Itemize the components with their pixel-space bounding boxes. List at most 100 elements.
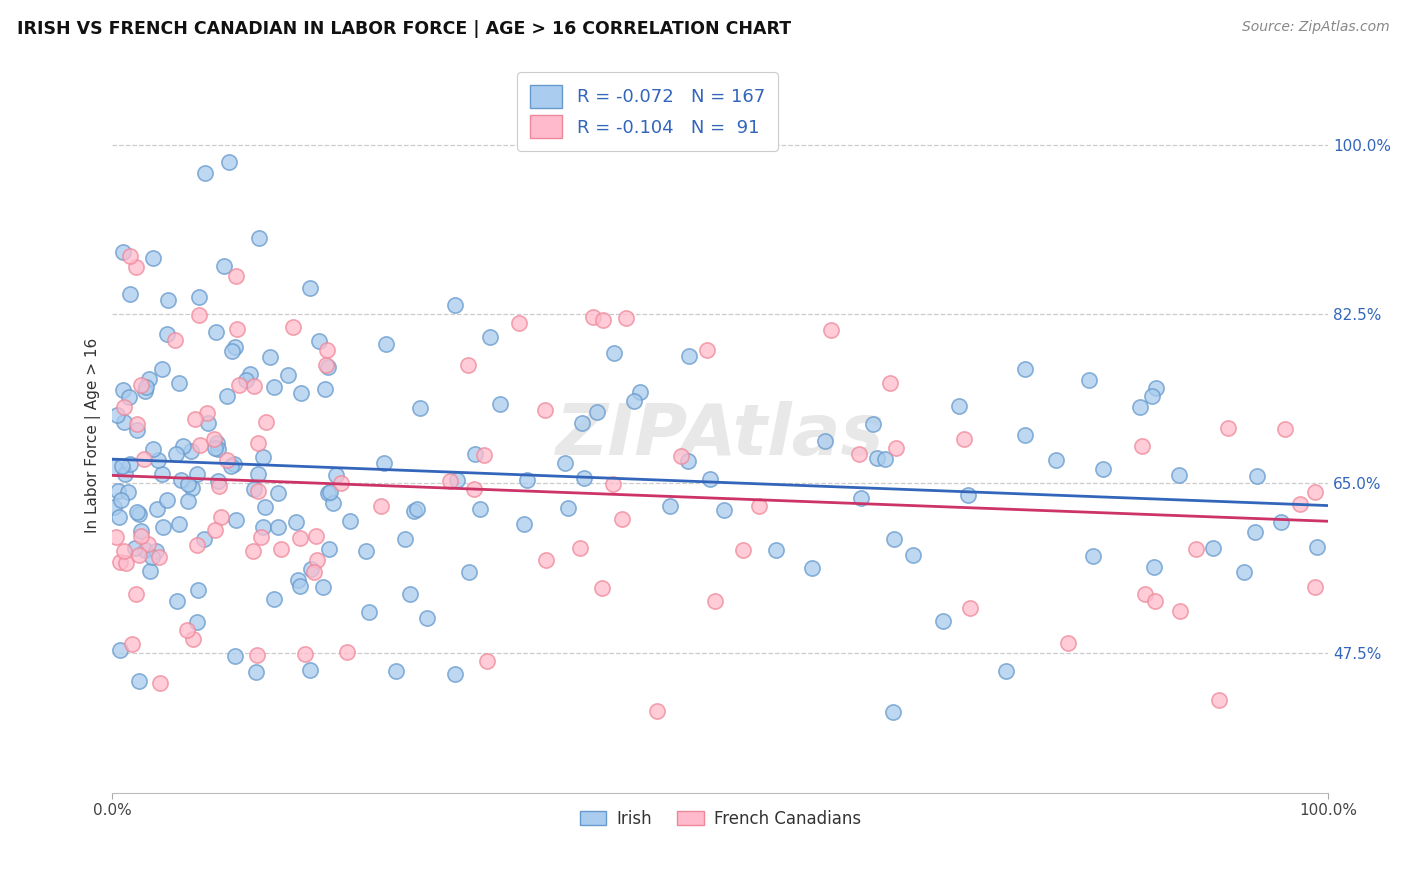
Irish bbox=[186, 467, 208, 481]
French Canadians bbox=[1133, 587, 1156, 601]
French Canadians bbox=[120, 249, 142, 263]
Irish bbox=[676, 454, 699, 468]
Irish bbox=[112, 416, 135, 430]
Irish bbox=[217, 389, 239, 403]
Irish bbox=[259, 351, 281, 365]
Irish bbox=[862, 417, 884, 431]
Irish bbox=[603, 346, 626, 360]
Irish bbox=[356, 544, 378, 558]
Text: Source: ZipAtlas.com: Source: ZipAtlas.com bbox=[1241, 20, 1389, 34]
Irish bbox=[172, 439, 194, 453]
Irish bbox=[246, 467, 269, 481]
Irish bbox=[312, 580, 335, 594]
Irish bbox=[205, 435, 228, 450]
Irish bbox=[112, 244, 135, 259]
Irish bbox=[801, 561, 824, 575]
Irish bbox=[128, 673, 150, 688]
Irish bbox=[263, 379, 285, 393]
Irish bbox=[415, 610, 437, 624]
French Canadians bbox=[952, 432, 974, 446]
French Canadians bbox=[336, 645, 359, 659]
French Canadians bbox=[288, 531, 311, 545]
French Canadians bbox=[184, 412, 207, 426]
Irish bbox=[225, 513, 247, 527]
French Canadians bbox=[669, 449, 692, 463]
Irish bbox=[105, 408, 128, 422]
Irish bbox=[409, 401, 432, 416]
Irish bbox=[1045, 453, 1067, 467]
Irish bbox=[883, 532, 905, 546]
Irish bbox=[167, 516, 190, 531]
Irish bbox=[157, 293, 180, 307]
French Canadians bbox=[112, 401, 135, 415]
Irish bbox=[404, 504, 426, 518]
Irish bbox=[444, 667, 467, 681]
French Canadians bbox=[125, 417, 148, 431]
Irish bbox=[253, 500, 276, 514]
French Canadians bbox=[463, 482, 485, 496]
Irish bbox=[1246, 468, 1268, 483]
Irish bbox=[571, 417, 593, 431]
Irish bbox=[186, 615, 208, 629]
French Canadians bbox=[209, 509, 232, 524]
Irish bbox=[516, 473, 538, 487]
Irish bbox=[316, 359, 339, 374]
French Canadians bbox=[217, 453, 239, 467]
French Canadians bbox=[181, 632, 204, 647]
French Canadians bbox=[534, 553, 557, 567]
French Canadians bbox=[592, 313, 614, 327]
French Canadians bbox=[187, 308, 209, 322]
French Canadians bbox=[110, 555, 132, 569]
French Canadians bbox=[247, 436, 270, 450]
Irish bbox=[204, 442, 226, 456]
Irish bbox=[956, 488, 979, 502]
Irish bbox=[180, 443, 202, 458]
Irish bbox=[156, 326, 179, 341]
Irish bbox=[299, 562, 322, 576]
French Canadians bbox=[305, 528, 328, 542]
Irish bbox=[446, 473, 468, 487]
French Canadians bbox=[879, 376, 901, 390]
Irish bbox=[166, 594, 188, 608]
Irish bbox=[1128, 400, 1150, 414]
Irish bbox=[316, 486, 339, 500]
French Canadians bbox=[129, 378, 152, 392]
Irish bbox=[325, 468, 347, 483]
French Canadians bbox=[1289, 497, 1312, 511]
Irish bbox=[205, 326, 228, 340]
French Canadians bbox=[125, 260, 148, 275]
Irish bbox=[263, 591, 285, 606]
Irish bbox=[322, 495, 344, 509]
French Canadians bbox=[1170, 604, 1192, 618]
French Canadians bbox=[696, 343, 718, 357]
Irish bbox=[138, 372, 160, 386]
French Canadians bbox=[645, 704, 668, 718]
Irish bbox=[678, 349, 700, 363]
Irish bbox=[242, 482, 264, 496]
Irish bbox=[1144, 381, 1167, 395]
Irish bbox=[207, 442, 229, 456]
Text: IRISH VS FRENCH CANADIAN IN LABOR FORCE | AGE > 16 CORRELATION CHART: IRISH VS FRENCH CANADIAN IN LABOR FORCE … bbox=[17, 20, 792, 37]
Irish bbox=[118, 457, 141, 471]
Irish bbox=[150, 467, 173, 481]
French Canadians bbox=[748, 499, 770, 513]
French Canadians bbox=[534, 403, 557, 417]
Irish bbox=[170, 473, 193, 487]
Irish bbox=[129, 524, 152, 538]
Irish bbox=[290, 386, 312, 401]
Irish bbox=[110, 493, 132, 508]
Irish bbox=[849, 491, 872, 505]
Irish bbox=[1202, 541, 1225, 555]
Irish bbox=[139, 564, 162, 578]
French Canadians bbox=[1274, 421, 1296, 435]
Irish bbox=[470, 502, 492, 516]
French Canadians bbox=[1305, 485, 1327, 500]
Irish bbox=[152, 520, 174, 534]
Irish bbox=[145, 543, 167, 558]
Irish bbox=[623, 394, 645, 409]
French Canadians bbox=[136, 537, 159, 551]
Irish bbox=[284, 516, 307, 530]
Irish bbox=[252, 450, 274, 465]
Irish bbox=[124, 541, 146, 555]
Irish bbox=[658, 499, 681, 513]
